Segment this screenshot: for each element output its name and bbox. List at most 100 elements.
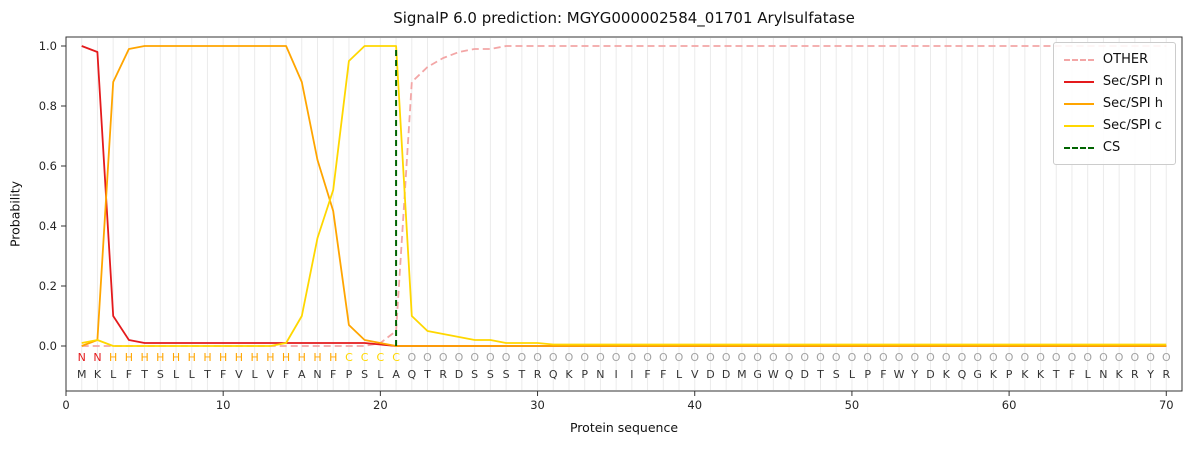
svg-text:T: T [816,368,824,381]
svg-text:70: 70 [1159,398,1174,412]
chart-title: SignalP 6.0 prediction: MGYG000002584_01… [393,9,855,27]
legend-line-sample-sec-spi-n [1063,80,1094,83]
svg-text:T: T [1052,368,1060,381]
svg-text:F: F [283,368,289,381]
svg-text:O: O [439,351,448,364]
svg-text:O: O [1083,351,1092,364]
series-line-sec-spi-h [81,45,1167,347]
x-axis-label: Protein sequence [569,420,679,435]
svg-text:F: F [220,368,226,381]
svg-text:L: L [173,368,180,381]
gridlines [81,38,1167,390]
svg-text:G: G [753,368,762,381]
svg-text:H: H [156,351,164,364]
svg-text:K: K [94,368,102,381]
svg-text:D: D [455,368,463,381]
legend-label: Sec/SPI c [1102,118,1162,133]
svg-text:R: R [439,368,447,381]
svg-text:O: O [643,351,652,364]
legend-item-cs: CS [1063,140,1163,155]
svg-text:F: F [660,368,666,381]
svg-text:F: F [880,368,886,381]
svg-text:0.8: 0.8 [39,99,57,113]
svg-text:40: 40 [687,398,702,412]
svg-text:H: H [140,351,148,364]
legend-line-sample-sec-spi-c [1063,124,1094,127]
y-tick-labels: 0.0 0.2 0.4 0.6 0.8 1.0 [39,39,66,353]
legend-item-sec-spi-c: Sec/SPI c [1063,118,1163,133]
svg-text:L: L [1085,368,1092,381]
svg-text:O: O [753,351,762,364]
svg-text:30: 30 [530,398,545,412]
svg-text:0.4: 0.4 [39,219,57,233]
svg-text:H: H [125,351,133,364]
svg-text:H: H [109,351,117,364]
svg-text:C: C [345,351,353,364]
svg-text:S: S [157,368,164,381]
svg-text:O: O [628,351,637,364]
legend-label: OTHER [1102,52,1149,67]
svg-text:O: O [1036,351,1045,364]
svg-text:G: G [973,368,982,381]
svg-text:O: O [895,351,904,364]
svg-text:10: 10 [216,398,231,412]
svg-text:O: O [549,351,558,364]
svg-text:L: L [252,368,259,381]
svg-text:O: O [407,351,416,364]
legend-label: Sec/SPI n [1102,74,1163,89]
svg-text:C: C [377,351,385,364]
svg-text:O: O [502,351,511,364]
svg-text:L: L [189,368,196,381]
svg-text:O: O [565,351,574,364]
svg-text:H: H [329,351,337,364]
svg-text:N: N [1099,368,1107,381]
svg-text:0.2: 0.2 [39,279,57,293]
svg-text:F: F [644,368,650,381]
svg-text:R: R [1131,368,1139,381]
svg-text:F: F [1069,368,1075,381]
svg-text:H: H [219,351,227,364]
svg-text:R: R [534,368,542,381]
svg-text:L: L [849,368,856,381]
svg-text:R: R [1162,368,1170,381]
svg-text:O: O [690,351,699,364]
svg-text:O: O [455,351,464,364]
svg-text:O: O [1068,351,1077,364]
svg-text:H: H [203,351,211,364]
svg-text:O: O [848,351,857,364]
svg-text:C: C [361,351,369,364]
svg-text:O: O [1115,351,1124,364]
legend-line-sample-cs [1063,146,1094,149]
svg-text:N: N [596,368,604,381]
legend-label: Sec/SPI h [1102,96,1163,111]
svg-text:0.6: 0.6 [39,159,57,173]
svg-text:Q: Q [407,368,416,381]
svg-text:0: 0 [62,398,69,412]
svg-text:O: O [816,351,825,364]
legend-item-sec-spi-h: Sec/SPI h [1063,96,1163,111]
series-line-other [81,45,1167,347]
legend-label: CS [1102,140,1121,155]
svg-text:O: O [1005,351,1014,364]
svg-text:0.0: 0.0 [39,339,57,353]
svg-text:H: H [313,351,321,364]
svg-text:50: 50 [845,398,860,412]
svg-text:1.0: 1.0 [39,39,57,53]
svg-text:A: A [392,368,400,381]
svg-text:O: O [486,351,495,364]
svg-text:A: A [298,368,306,381]
svg-text:O: O [1131,351,1140,364]
svg-text:O: O [973,351,982,364]
svg-text:K: K [943,368,951,381]
legend-line-sample-sec-spi-h [1063,102,1094,105]
svg-text:O: O [942,351,951,364]
svg-text:O: O [706,351,715,364]
svg-text:O: O [832,351,841,364]
svg-text:V: V [691,368,699,381]
svg-text:K: K [1116,368,1124,381]
svg-text:O: O [800,351,809,364]
svg-text:I: I [615,368,618,381]
svg-text:O: O [423,351,432,364]
